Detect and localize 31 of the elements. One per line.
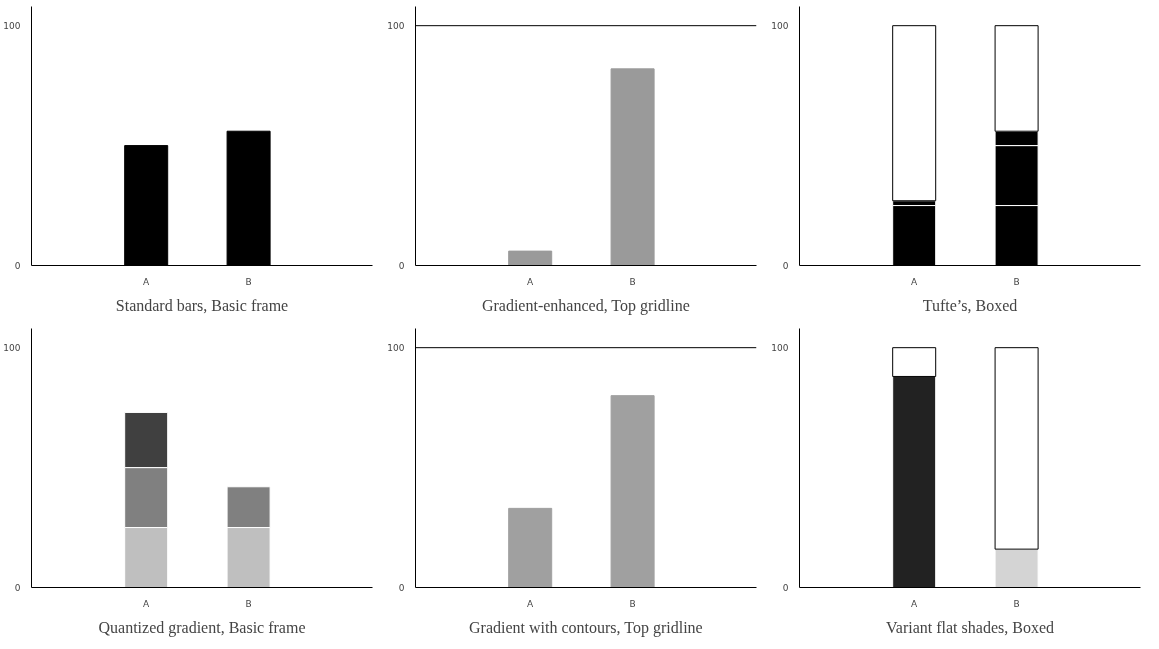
y-tick-label: 0 — [782, 261, 789, 271]
text: Variant flat shades, Boxed — [886, 618, 1054, 636]
x-tick-label: B — [245, 276, 252, 287]
x-tick-label: B — [629, 598, 636, 609]
x-tick-label: B — [1013, 276, 1020, 287]
y-tick-label: 0 — [782, 583, 789, 594]
bar — [892, 25, 937, 202]
text: Standard bars, Basic frame — [115, 296, 289, 314]
y-tick-label: 0 — [398, 583, 405, 594]
y-tick-label: 0 — [14, 261, 21, 271]
y-tick-label: 100 — [771, 343, 789, 354]
x-tick-label: A — [143, 276, 151, 287]
y-tick-label: 100 — [387, 21, 405, 32]
x-tick-label: B — [1013, 598, 1020, 609]
x-tick-label: A — [911, 276, 919, 287]
x-tick-label: A — [527, 276, 535, 287]
y-tick-label: 0 — [398, 261, 405, 271]
y-tick-label: 100 — [771, 21, 789, 32]
x-tick-label: A — [143, 598, 151, 609]
x-tick-label: B — [245, 598, 252, 609]
y-tick-label: 0 — [14, 583, 21, 594]
text: Tufte’s, Boxed — [922, 296, 1018, 314]
x-tick-label: A — [527, 598, 535, 609]
y-tick-label: 100 — [3, 343, 21, 354]
x-tick-label: A — [911, 598, 919, 609]
text: Gradient with contours, Top gridline — [469, 618, 703, 637]
text: Gradient-enhanced, Top gridline — [481, 296, 690, 315]
text: Quantized gradient, Basic frame — [98, 618, 306, 637]
y-tick-label: 100 — [3, 21, 21, 32]
y-tick-label: 100 — [387, 343, 405, 354]
x-tick-label: B — [629, 276, 636, 287]
